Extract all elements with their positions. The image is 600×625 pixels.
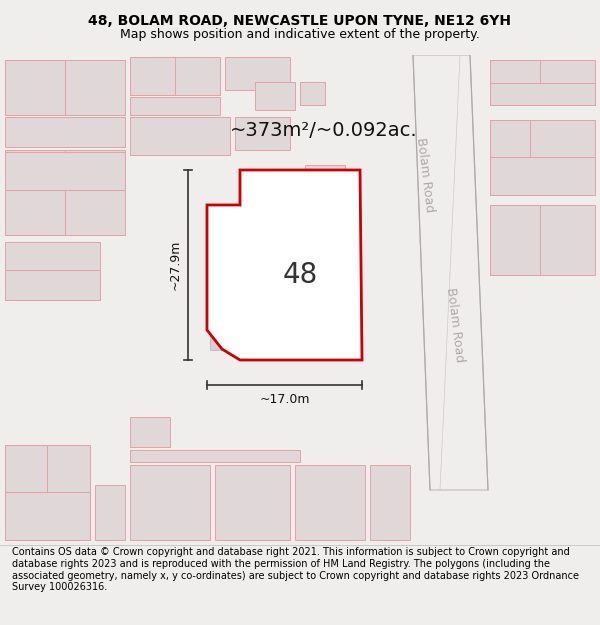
Bar bbox=[305, 193, 345, 215]
Bar bbox=[5, 152, 125, 190]
Bar bbox=[225, 57, 290, 90]
Bar bbox=[5, 492, 90, 540]
Bar bbox=[370, 465, 410, 540]
Bar bbox=[130, 465, 210, 540]
Bar bbox=[310, 220, 345, 265]
Bar bbox=[490, 120, 530, 195]
Text: ~373m²/~0.092ac.: ~373m²/~0.092ac. bbox=[230, 121, 418, 139]
Text: Bolam Road: Bolam Road bbox=[414, 137, 436, 213]
Bar bbox=[5, 445, 90, 540]
Bar bbox=[5, 242, 100, 300]
Bar bbox=[305, 165, 345, 190]
Bar bbox=[130, 450, 300, 462]
Bar bbox=[300, 82, 325, 105]
Text: 48, BOLAM ROAD, NEWCASTLE UPON TYNE, NE12 6YH: 48, BOLAM ROAD, NEWCASTLE UPON TYNE, NE1… bbox=[89, 14, 511, 28]
Bar bbox=[215, 465, 290, 540]
Bar bbox=[295, 465, 365, 540]
Text: ~17.0m: ~17.0m bbox=[259, 393, 310, 406]
Bar bbox=[210, 250, 350, 350]
Polygon shape bbox=[207, 170, 362, 360]
Bar bbox=[130, 417, 170, 447]
Bar bbox=[130, 57, 175, 95]
Bar bbox=[5, 150, 65, 235]
Text: Contains OS data © Crown copyright and database right 2021. This information is : Contains OS data © Crown copyright and d… bbox=[12, 548, 579, 592]
Bar bbox=[490, 60, 595, 105]
Text: Bolam Road: Bolam Road bbox=[444, 287, 466, 363]
Bar bbox=[5, 270, 100, 300]
Text: Map shows position and indicative extent of the property.: Map shows position and indicative extent… bbox=[120, 28, 480, 41]
Bar bbox=[490, 120, 595, 195]
Polygon shape bbox=[413, 55, 488, 490]
Bar bbox=[490, 83, 595, 105]
Bar bbox=[5, 60, 125, 115]
Bar bbox=[490, 60, 540, 105]
Bar bbox=[490, 205, 595, 275]
Bar bbox=[130, 97, 220, 115]
Bar bbox=[490, 157, 595, 195]
Bar bbox=[130, 117, 230, 155]
Bar bbox=[95, 485, 125, 540]
Bar bbox=[5, 117, 125, 147]
Bar bbox=[5, 150, 125, 235]
Bar bbox=[5, 445, 47, 492]
Bar bbox=[130, 57, 220, 95]
Text: 48: 48 bbox=[283, 261, 317, 289]
Bar bbox=[235, 117, 290, 150]
Text: ~27.9m: ~27.9m bbox=[169, 240, 182, 290]
Bar bbox=[5, 60, 65, 115]
Bar bbox=[490, 205, 540, 275]
Bar bbox=[255, 82, 295, 110]
